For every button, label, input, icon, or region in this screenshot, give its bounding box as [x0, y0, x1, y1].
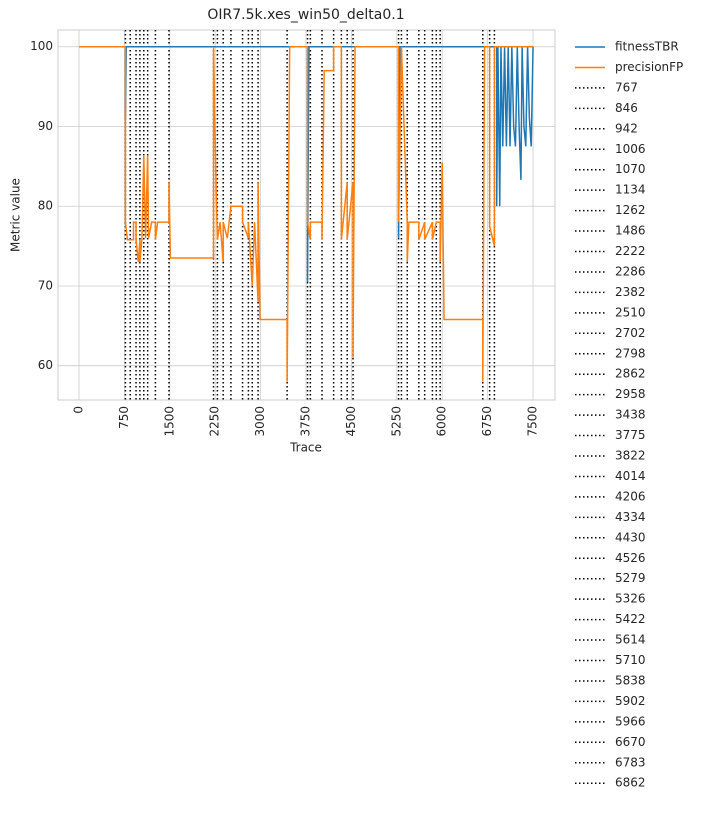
y-tick-label: 100	[30, 39, 53, 53]
x-tick-label: 0	[72, 406, 86, 414]
legend-label: 2798	[615, 346, 646, 360]
legend-label: 5966	[615, 714, 646, 728]
legend-label: 942	[615, 121, 638, 135]
legend-label: 4334	[615, 510, 646, 524]
legend-label: 5279	[615, 571, 646, 585]
x-tick-label: 3000	[253, 406, 267, 437]
legend-label: 6862	[615, 776, 646, 790]
legend-label: 4430	[615, 530, 646, 544]
x-tick-label: 6750	[480, 406, 494, 437]
y-tick-label: 90	[38, 119, 53, 133]
legend-label: 3775	[615, 428, 646, 442]
legend-label: 6783	[615, 755, 646, 769]
y-tick-label: 60	[38, 358, 53, 372]
x-tick-label: 1500	[162, 406, 176, 437]
legend-label: 3438	[615, 408, 646, 422]
legend-label: 6670	[615, 735, 646, 749]
y-tick-label: 70	[38, 278, 53, 292]
legend-label: 5326	[615, 592, 646, 606]
x-tick-label: 7500	[526, 406, 540, 437]
legend-label: 2286	[615, 264, 646, 278]
legend-label: 1262	[615, 203, 646, 217]
y-tick-label: 80	[38, 199, 53, 213]
x-tick-label: 2250	[208, 406, 222, 437]
legend-label: 1134	[615, 183, 646, 197]
x-tick-label: 5250	[389, 406, 403, 437]
legend-label: 4014	[615, 469, 646, 483]
legend-label: 2382	[615, 285, 646, 299]
chart-title: OIR7.5k.xes_win50_delta0.1	[207, 7, 404, 23]
plot-frame	[57, 29, 556, 401]
x-axis-label: Trace	[289, 441, 322, 455]
x-tick-label: 6000	[435, 406, 449, 437]
legend-label: fitnessTBR	[615, 40, 679, 54]
legend-label: 2958	[615, 387, 646, 401]
legend-label: 2222	[615, 244, 646, 258]
legend-label: 767	[615, 80, 638, 94]
legend-label: 2862	[615, 367, 646, 381]
legend-label: 5422	[615, 612, 646, 626]
legend-label: precisionFP	[615, 60, 683, 74]
legend-label: 4206	[615, 489, 646, 503]
legend-label: 5710	[615, 653, 646, 667]
legend-label: 1486	[615, 224, 646, 238]
x-tick-label: 750	[117, 406, 131, 429]
legend-label: 5838	[615, 673, 646, 687]
legend-label: 4526	[615, 551, 646, 565]
x-tick-label: 4500	[344, 406, 358, 437]
y-axis-label: Metric value	[9, 178, 23, 252]
legend-label: 2702	[615, 326, 646, 340]
legend-label: 1070	[615, 162, 646, 176]
series-line	[79, 46, 534, 382]
legend-label: 846	[615, 101, 638, 115]
legend-label: 2510	[615, 305, 646, 319]
legend-label: 1006	[615, 142, 646, 156]
legend-label: 5614	[615, 633, 646, 647]
legend-label: 5902	[615, 694, 646, 708]
x-tick-label: 3750	[299, 406, 313, 437]
legend-label: 3822	[615, 449, 646, 463]
